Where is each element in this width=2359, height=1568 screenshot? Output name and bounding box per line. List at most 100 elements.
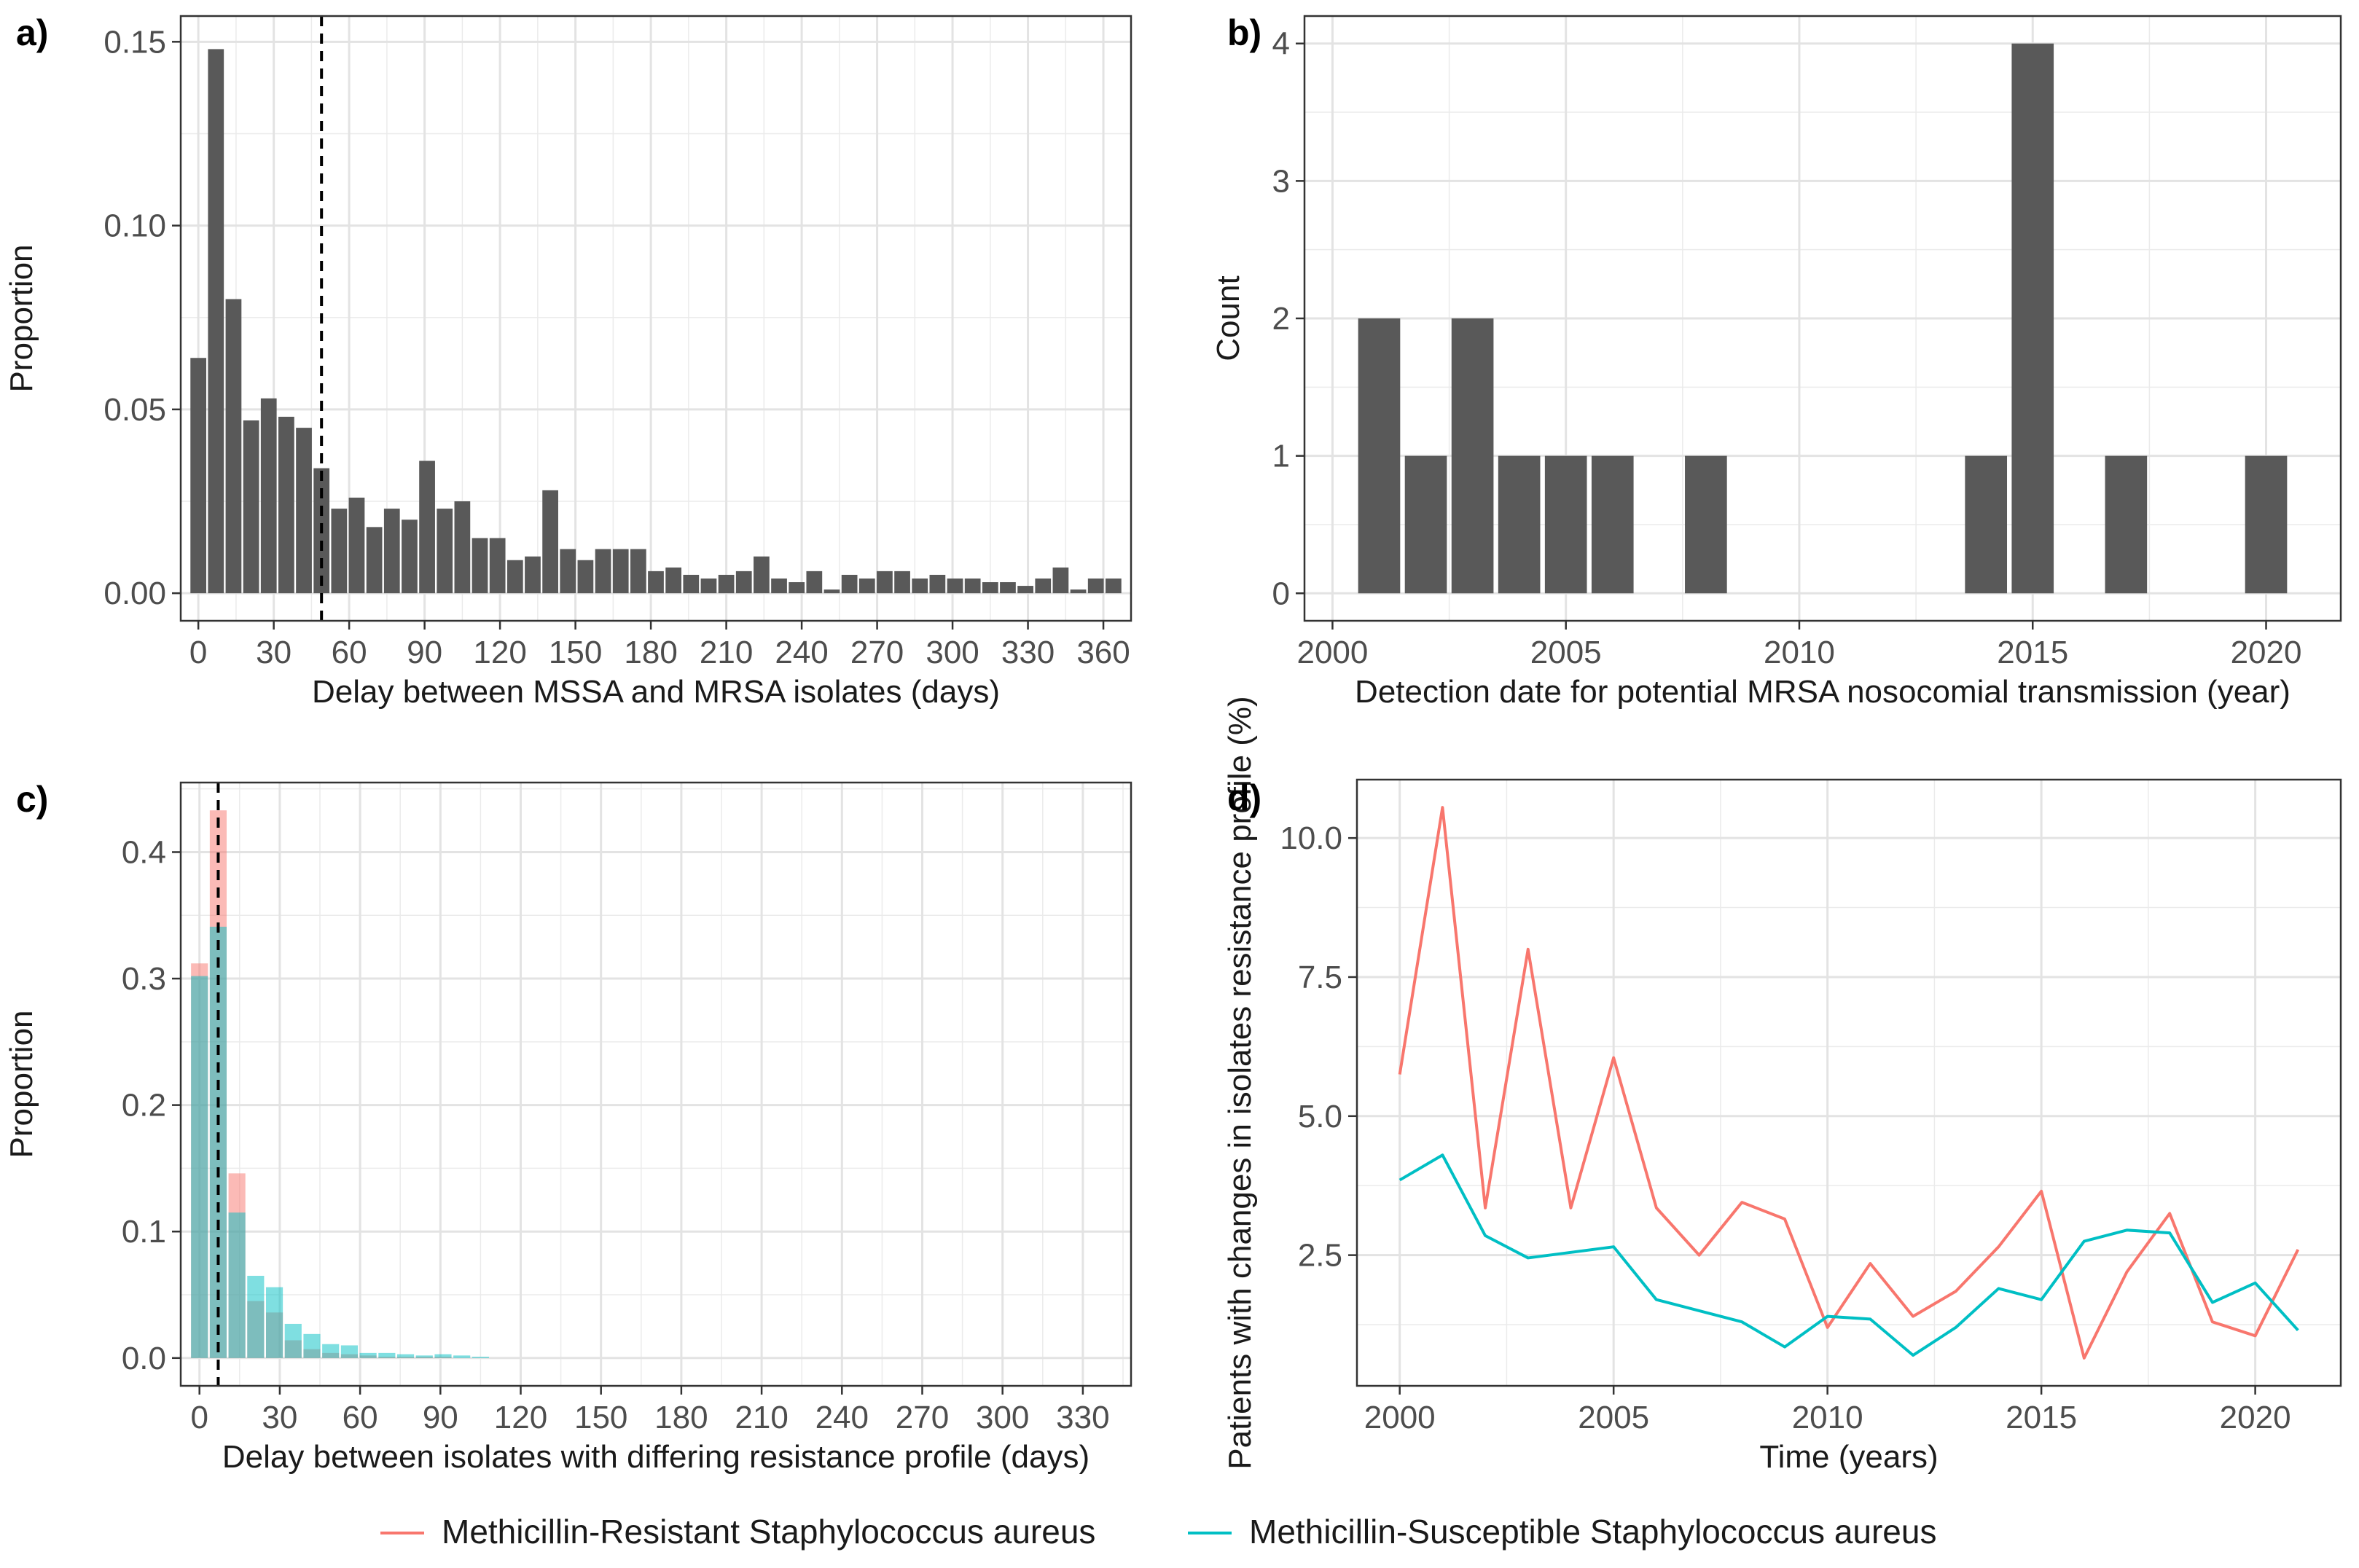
series-line-mssa (1398, 1153, 2299, 1357)
y-tick-label: 0.0 (122, 1341, 166, 1376)
bar (1591, 455, 1634, 594)
x-tick-label: 330 (1056, 1400, 1109, 1435)
bar (2245, 455, 2288, 594)
y-tick-label: 0.3 (122, 961, 166, 997)
x-tick-label: 180 (624, 635, 677, 670)
bar (1105, 578, 1122, 594)
x-tick-label: 300 (976, 1400, 1029, 1435)
x-tick-label: 30 (256, 635, 292, 670)
bar (1087, 578, 1104, 594)
bar (824, 589, 840, 594)
bar (2011, 43, 2054, 594)
x-axis-title: Detection date for potential MRSA nosoco… (1355, 674, 2290, 710)
panel-label: a) (16, 12, 48, 53)
bar (858, 578, 875, 594)
bar (1965, 455, 2008, 594)
x-tick-label: 90 (407, 635, 442, 670)
x-tick-label: 210 (735, 1400, 788, 1435)
bar (789, 582, 805, 594)
legend-label-mssa: Methicillin-Susceptible Staphylococcus a… (1249, 1513, 1936, 1551)
bar (296, 428, 312, 594)
plot-marks (191, 783, 489, 1386)
bar (560, 549, 576, 594)
y-tick-label: 0.10 (103, 208, 166, 244)
y-tick-label: 4 (1272, 26, 1290, 62)
plot-marks (1358, 43, 2288, 594)
x-tick-label: 210 (700, 635, 753, 670)
panel-label: b) (1227, 12, 1261, 53)
y-tick-label: 0.15 (103, 24, 166, 60)
bar (525, 556, 541, 594)
x-tick-label: 2000 (1364, 1400, 1436, 1435)
y-tick-label: 7.5 (1298, 960, 1342, 995)
bar (735, 571, 752, 594)
bar-mssa (415, 1355, 433, 1358)
bar (894, 571, 910, 594)
bar (877, 571, 893, 594)
bar (1544, 455, 1587, 594)
x-tick-label: 30 (262, 1400, 297, 1435)
bar (383, 509, 400, 594)
plot-background (181, 783, 1131, 1386)
gridlines (181, 783, 1131, 1386)
bar-mssa (396, 1354, 415, 1358)
x-axis-title: Delay between isolates with differing re… (222, 1439, 1089, 1475)
y-tick-label: 0 (1272, 576, 1290, 611)
bar (648, 571, 664, 594)
x-tick-label: 270 (850, 635, 904, 670)
bar-mssa (434, 1354, 452, 1358)
y-tick-label: 5.0 (1298, 1099, 1342, 1134)
panel-b: 2000 2005 2010 2015 2020 0 1 2 3 4 Detection date … (1210, 12, 2342, 710)
bar-mssa (265, 1287, 283, 1358)
bar (542, 490, 558, 594)
bar (665, 567, 682, 594)
panel-a: 0 30 60 90 120 150 180 210 240 270 300 330 360 0.00 0.… (4, 12, 1132, 710)
bar (683, 574, 700, 594)
bar-mssa (359, 1352, 377, 1358)
y-tick-label: 3 (1272, 163, 1290, 199)
gridlines (1357, 780, 2341, 1386)
bar (190, 358, 207, 594)
bar (331, 509, 348, 594)
bar (1035, 578, 1052, 594)
y-axis-title: Proportion (4, 244, 39, 392)
y-axis-title: Patients with changes in isolates resist… (1222, 696, 1258, 1469)
bar (1685, 455, 1727, 594)
bar (1498, 455, 1541, 594)
y-tick-label: 10.0 (1280, 820, 1342, 856)
bar (718, 574, 735, 594)
y-axis-title: Count (1210, 275, 1246, 361)
x-axis-title: Delay between MSSA and MRSA isolates (da… (312, 674, 1000, 710)
legend-label-mrsa: Methicillin-Resistant Staphylococcus aur… (442, 1513, 1095, 1551)
bar (1404, 455, 1447, 594)
plot-marks (190, 16, 1122, 621)
bar-mssa (453, 1355, 471, 1358)
bar-mssa (303, 1333, 321, 1358)
x-tick-label: 2015 (1997, 635, 2068, 670)
y-tick-label: 0.2 (122, 1088, 166, 1124)
bar (225, 299, 242, 594)
bar-mssa (284, 1323, 302, 1358)
bar-mssa (472, 1357, 489, 1358)
bar (929, 574, 946, 594)
bar (771, 578, 787, 594)
x-tick-label: 90 (423, 1400, 458, 1435)
x-tick-label: 0 (189, 635, 207, 670)
panel-d: 2000 2005 2010 2015 2020 2.5 5.0 7.5 10.0 Time (y… (1222, 696, 2342, 1475)
bar-mssa (191, 976, 208, 1358)
bar (489, 538, 506, 594)
bar (982, 582, 998, 594)
bar (472, 538, 488, 594)
x-tick-label: 2020 (2220, 1400, 2291, 1435)
x-tick-label: 270 (896, 1400, 949, 1435)
bar (754, 556, 770, 594)
y-tick-label: 0.4 (122, 834, 166, 870)
x-tick-label: 300 (926, 635, 979, 670)
bar (2105, 455, 2148, 594)
bar (260, 398, 277, 594)
y-axis-title: Proportion (4, 1010, 39, 1158)
x-axis-title: Time (years) (1759, 1439, 1938, 1475)
bar (1358, 318, 1401, 594)
bar (630, 549, 646, 594)
